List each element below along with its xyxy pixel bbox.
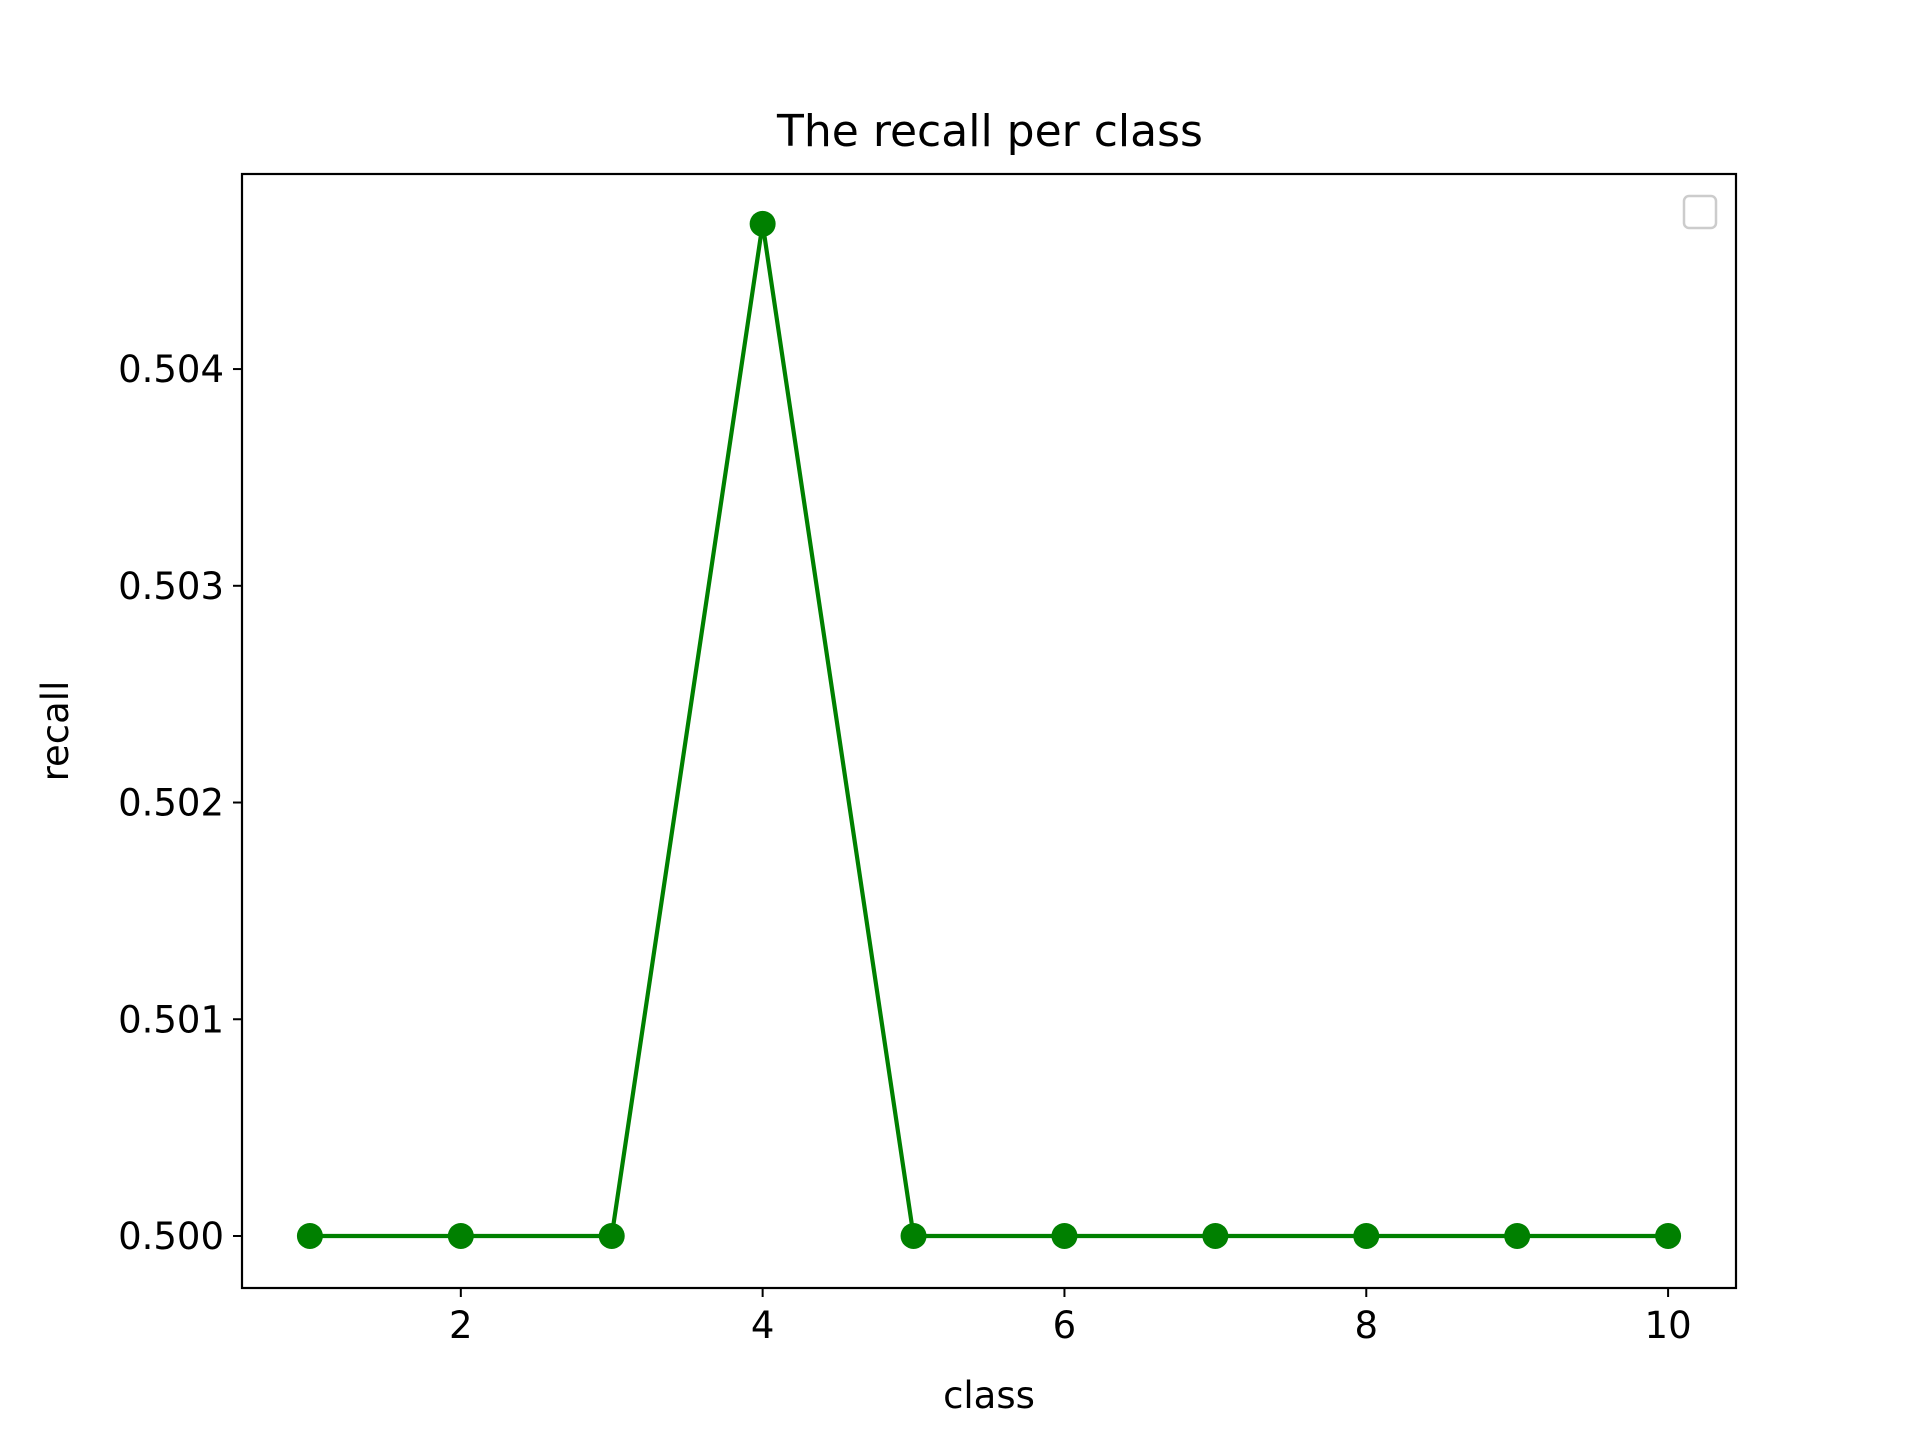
x-tick-label: 4 bbox=[751, 1304, 775, 1347]
data-point bbox=[1051, 1222, 1078, 1249]
y-tick-label: 0.500 bbox=[118, 1215, 224, 1258]
data-point bbox=[1504, 1222, 1531, 1249]
x-tick-label: 8 bbox=[1354, 1304, 1378, 1347]
legend-box bbox=[1682, 194, 1718, 230]
y-tick-label: 0.502 bbox=[118, 782, 224, 825]
chart-title: The recall per class bbox=[776, 106, 1203, 157]
data-point bbox=[1655, 1222, 1682, 1249]
points-layer bbox=[296, 210, 1682, 1249]
axes-frame bbox=[240, 172, 1738, 1290]
data-point bbox=[296, 1222, 323, 1249]
data-point bbox=[749, 210, 776, 237]
x-axis: 2 4 6 8 10 bbox=[449, 1288, 1692, 1347]
series-layer bbox=[309, 223, 1669, 1239]
y-tick-label: 0.501 bbox=[118, 998, 224, 1041]
x-tick-label: 10 bbox=[1645, 1304, 1692, 1347]
x-tick-label: 6 bbox=[1053, 1304, 1077, 1347]
y-tick-label: 0.504 bbox=[118, 348, 224, 391]
y-axis: 0.500 0.501 0.502 0.503 0.504 bbox=[118, 348, 242, 1258]
y-tick-label: 0.503 bbox=[118, 565, 224, 608]
x-tick-label: 2 bbox=[449, 1304, 473, 1347]
data-point bbox=[900, 1222, 927, 1249]
data-point bbox=[1202, 1222, 1229, 1249]
data-point bbox=[598, 1222, 625, 1249]
plot-area bbox=[240, 172, 1738, 1290]
x-axis-label: class bbox=[943, 1374, 1035, 1417]
data-point bbox=[1353, 1222, 1380, 1249]
data-point bbox=[447, 1222, 474, 1249]
y-axis-label: recall bbox=[34, 681, 77, 782]
series-line bbox=[309, 223, 1669, 1239]
